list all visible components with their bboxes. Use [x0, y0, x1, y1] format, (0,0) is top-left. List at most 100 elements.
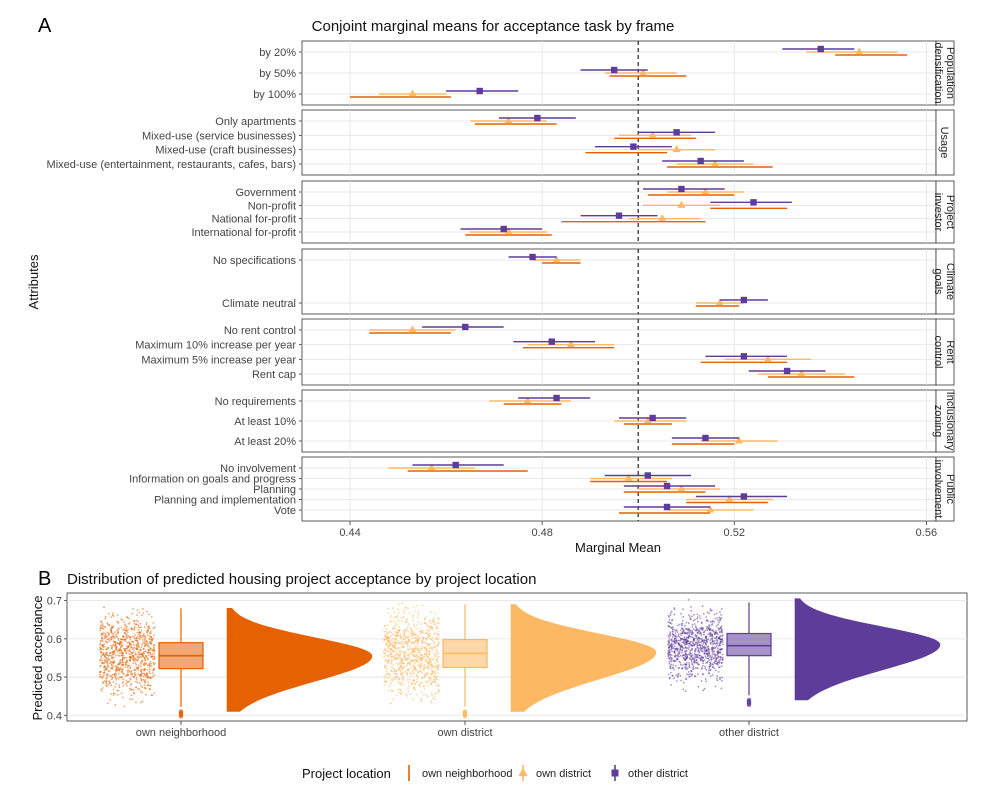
jitter-point	[704, 646, 707, 649]
jitter-point	[123, 636, 125, 638]
jitter-point	[690, 655, 693, 657]
jitter-point	[681, 628, 684, 630]
jitter-point	[688, 662, 691, 664]
jitter-point	[130, 640, 133, 643]
jitter-point	[677, 639, 680, 642]
jitter-point	[668, 677, 671, 680]
jitter-point	[696, 662, 699, 665]
jitter-point	[102, 648, 104, 651]
jitter-point	[430, 663, 433, 666]
jitter-point	[688, 633, 691, 636]
jitter-point	[114, 693, 116, 695]
jitter-point	[106, 638, 109, 641]
jitter-point	[99, 673, 101, 676]
jitter-point	[420, 637, 423, 639]
jitter-point	[135, 637, 138, 640]
jitter-point	[697, 620, 699, 623]
jitter-point	[438, 690, 440, 693]
jitter-point	[416, 653, 419, 656]
jitter-point	[399, 693, 402, 695]
jitter-point	[408, 631, 411, 633]
jitter-point	[141, 660, 144, 663]
jitter-point	[416, 659, 418, 661]
jitter-point	[393, 638, 396, 640]
jitter-point	[108, 682, 111, 685]
jitter-point	[687, 636, 690, 638]
jitter-point	[423, 656, 426, 658]
jitter-point	[398, 641, 401, 644]
jitter-point	[108, 637, 111, 640]
jitter-point	[131, 672, 134, 675]
x-tick-label: 0.48	[531, 527, 552, 539]
jitter-point	[697, 628, 699, 631]
jitter-point	[715, 660, 718, 663]
jitter-point	[713, 653, 715, 656]
jitter-point	[672, 664, 675, 666]
facet-strip-label: Usage	[938, 127, 950, 159]
jitter-point	[434, 695, 436, 698]
jitter-point	[139, 636, 142, 639]
jitter-point	[698, 651, 700, 654]
jitter-point	[150, 632, 152, 634]
jitter-point	[398, 650, 401, 653]
jitter-point	[100, 621, 103, 624]
jitter-point	[431, 694, 433, 697]
jitter-point	[136, 631, 139, 634]
jitter-point	[688, 654, 691, 656]
jitter-point	[668, 642, 670, 645]
jitter-point	[138, 611, 141, 614]
jitter-point	[407, 687, 409, 689]
facet-strip-label: Projectinvestor	[932, 193, 956, 232]
jitter-point	[400, 657, 403, 660]
jitter-point	[681, 620, 684, 622]
jitter-point	[433, 675, 436, 678]
point-other-district	[678, 185, 685, 193]
jitter-point	[685, 643, 687, 646]
jitter-point	[390, 662, 393, 665]
jitter-point	[712, 630, 715, 633]
jitter-point	[384, 658, 387, 660]
legend-title: Project location	[302, 766, 391, 781]
jitter-point	[128, 653, 131, 655]
point-own-district	[797, 369, 806, 377]
row-label: Rent cap	[252, 369, 296, 381]
jitter-point	[394, 630, 397, 633]
jitter-point	[432, 647, 435, 649]
jitter-point	[686, 629, 689, 632]
jitter-point	[709, 635, 711, 638]
point-other-district	[783, 367, 791, 375]
jitter-point	[427, 666, 430, 669]
jitter-point	[699, 641, 701, 644]
jitter-point	[112, 688, 115, 691]
jitter-point	[120, 692, 123, 695]
jitter-point	[152, 644, 155, 646]
panel-a-facets: by 20%by 50%by 100% Populationdensificati…	[47, 40, 956, 522]
jitter-point	[700, 637, 703, 640]
jitter-point	[682, 615, 685, 618]
jitter-point	[435, 684, 438, 687]
jitter-point	[703, 633, 705, 636]
point-own-district	[504, 227, 513, 235]
jitter-point	[685, 678, 688, 680]
jitter-point	[112, 694, 115, 696]
jitter-point	[133, 659, 136, 661]
jitter-point	[129, 684, 132, 687]
jitter-point	[389, 620, 392, 623]
jitter-point	[143, 633, 145, 635]
jitter-point	[389, 643, 392, 646]
jitter-point	[719, 619, 721, 622]
violin	[510, 604, 657, 712]
jitter-point	[135, 659, 138, 662]
jitter-point	[415, 656, 418, 659]
jitter-point	[393, 616, 395, 619]
point-own-district	[701, 187, 710, 195]
jitter-point	[104, 626, 107, 628]
jitter-point	[123, 639, 126, 641]
jitter-point	[397, 655, 399, 658]
jitter-point	[405, 637, 408, 639]
jitter-point	[113, 631, 116, 634]
jitter-point	[437, 663, 440, 666]
jitter-point	[688, 671, 690, 673]
